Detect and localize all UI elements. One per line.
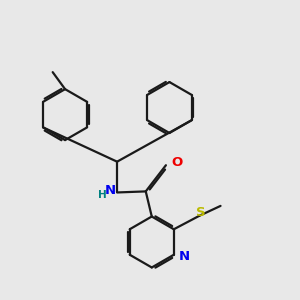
Text: O: O — [171, 156, 182, 169]
Text: H: H — [98, 190, 106, 200]
Text: S: S — [196, 206, 206, 220]
Text: N: N — [179, 250, 190, 263]
Text: N: N — [105, 184, 116, 197]
